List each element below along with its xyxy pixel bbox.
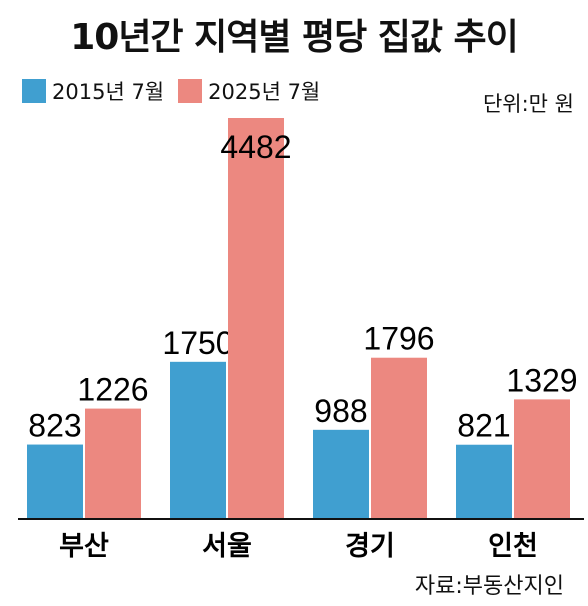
data-label-인천-2015: 821 bbox=[457, 408, 510, 444]
data-label-서울-2025: 4482 bbox=[220, 129, 291, 165]
unit-label: 단위:만 원 bbox=[482, 92, 574, 116]
bar-경기-2025 bbox=[371, 357, 427, 518]
chart-title: 10년간 지역별 평당 집값 추이 bbox=[70, 17, 519, 58]
category-label-부산: 부산 bbox=[59, 531, 109, 562]
category-label-경기: 경기 bbox=[345, 531, 395, 562]
legend-label-2015: 2015년 7월 bbox=[52, 80, 165, 104]
data-label-서울-2015: 1750 bbox=[162, 325, 233, 361]
bar-경기-2015 bbox=[313, 429, 369, 518]
data-label-경기-2015: 988 bbox=[314, 393, 367, 429]
legend: 2015년 7월 2025년 7월 bbox=[22, 76, 334, 106]
legend-label-2025: 2025년 7월 bbox=[208, 80, 321, 104]
legend-item-2015: 2015년 7월 bbox=[22, 76, 164, 106]
bar-서울-2025 bbox=[228, 118, 284, 518]
category-label-서울: 서울 bbox=[202, 531, 252, 562]
data-label-부산-2025: 1226 bbox=[77, 372, 148, 408]
category-label-인천: 인천 bbox=[488, 531, 538, 562]
bar-인천-2025 bbox=[514, 399, 570, 518]
legend-item-2025: 2025년 7월 bbox=[178, 76, 320, 106]
bar-인천-2015 bbox=[456, 444, 512, 518]
legend-swatch-2025 bbox=[178, 79, 203, 103]
legend-swatch-2015 bbox=[22, 79, 46, 103]
source-label: 자료:부동산지인 bbox=[414, 574, 564, 599]
bar-서울-2015 bbox=[170, 361, 226, 518]
data-label-경기-2025: 1796 bbox=[363, 321, 434, 357]
bar-부산-2025 bbox=[85, 408, 141, 518]
data-label-부산-2015: 823 bbox=[28, 408, 81, 444]
bar-부산-2015 bbox=[27, 444, 83, 518]
data-label-인천-2025: 1329 bbox=[506, 362, 577, 398]
